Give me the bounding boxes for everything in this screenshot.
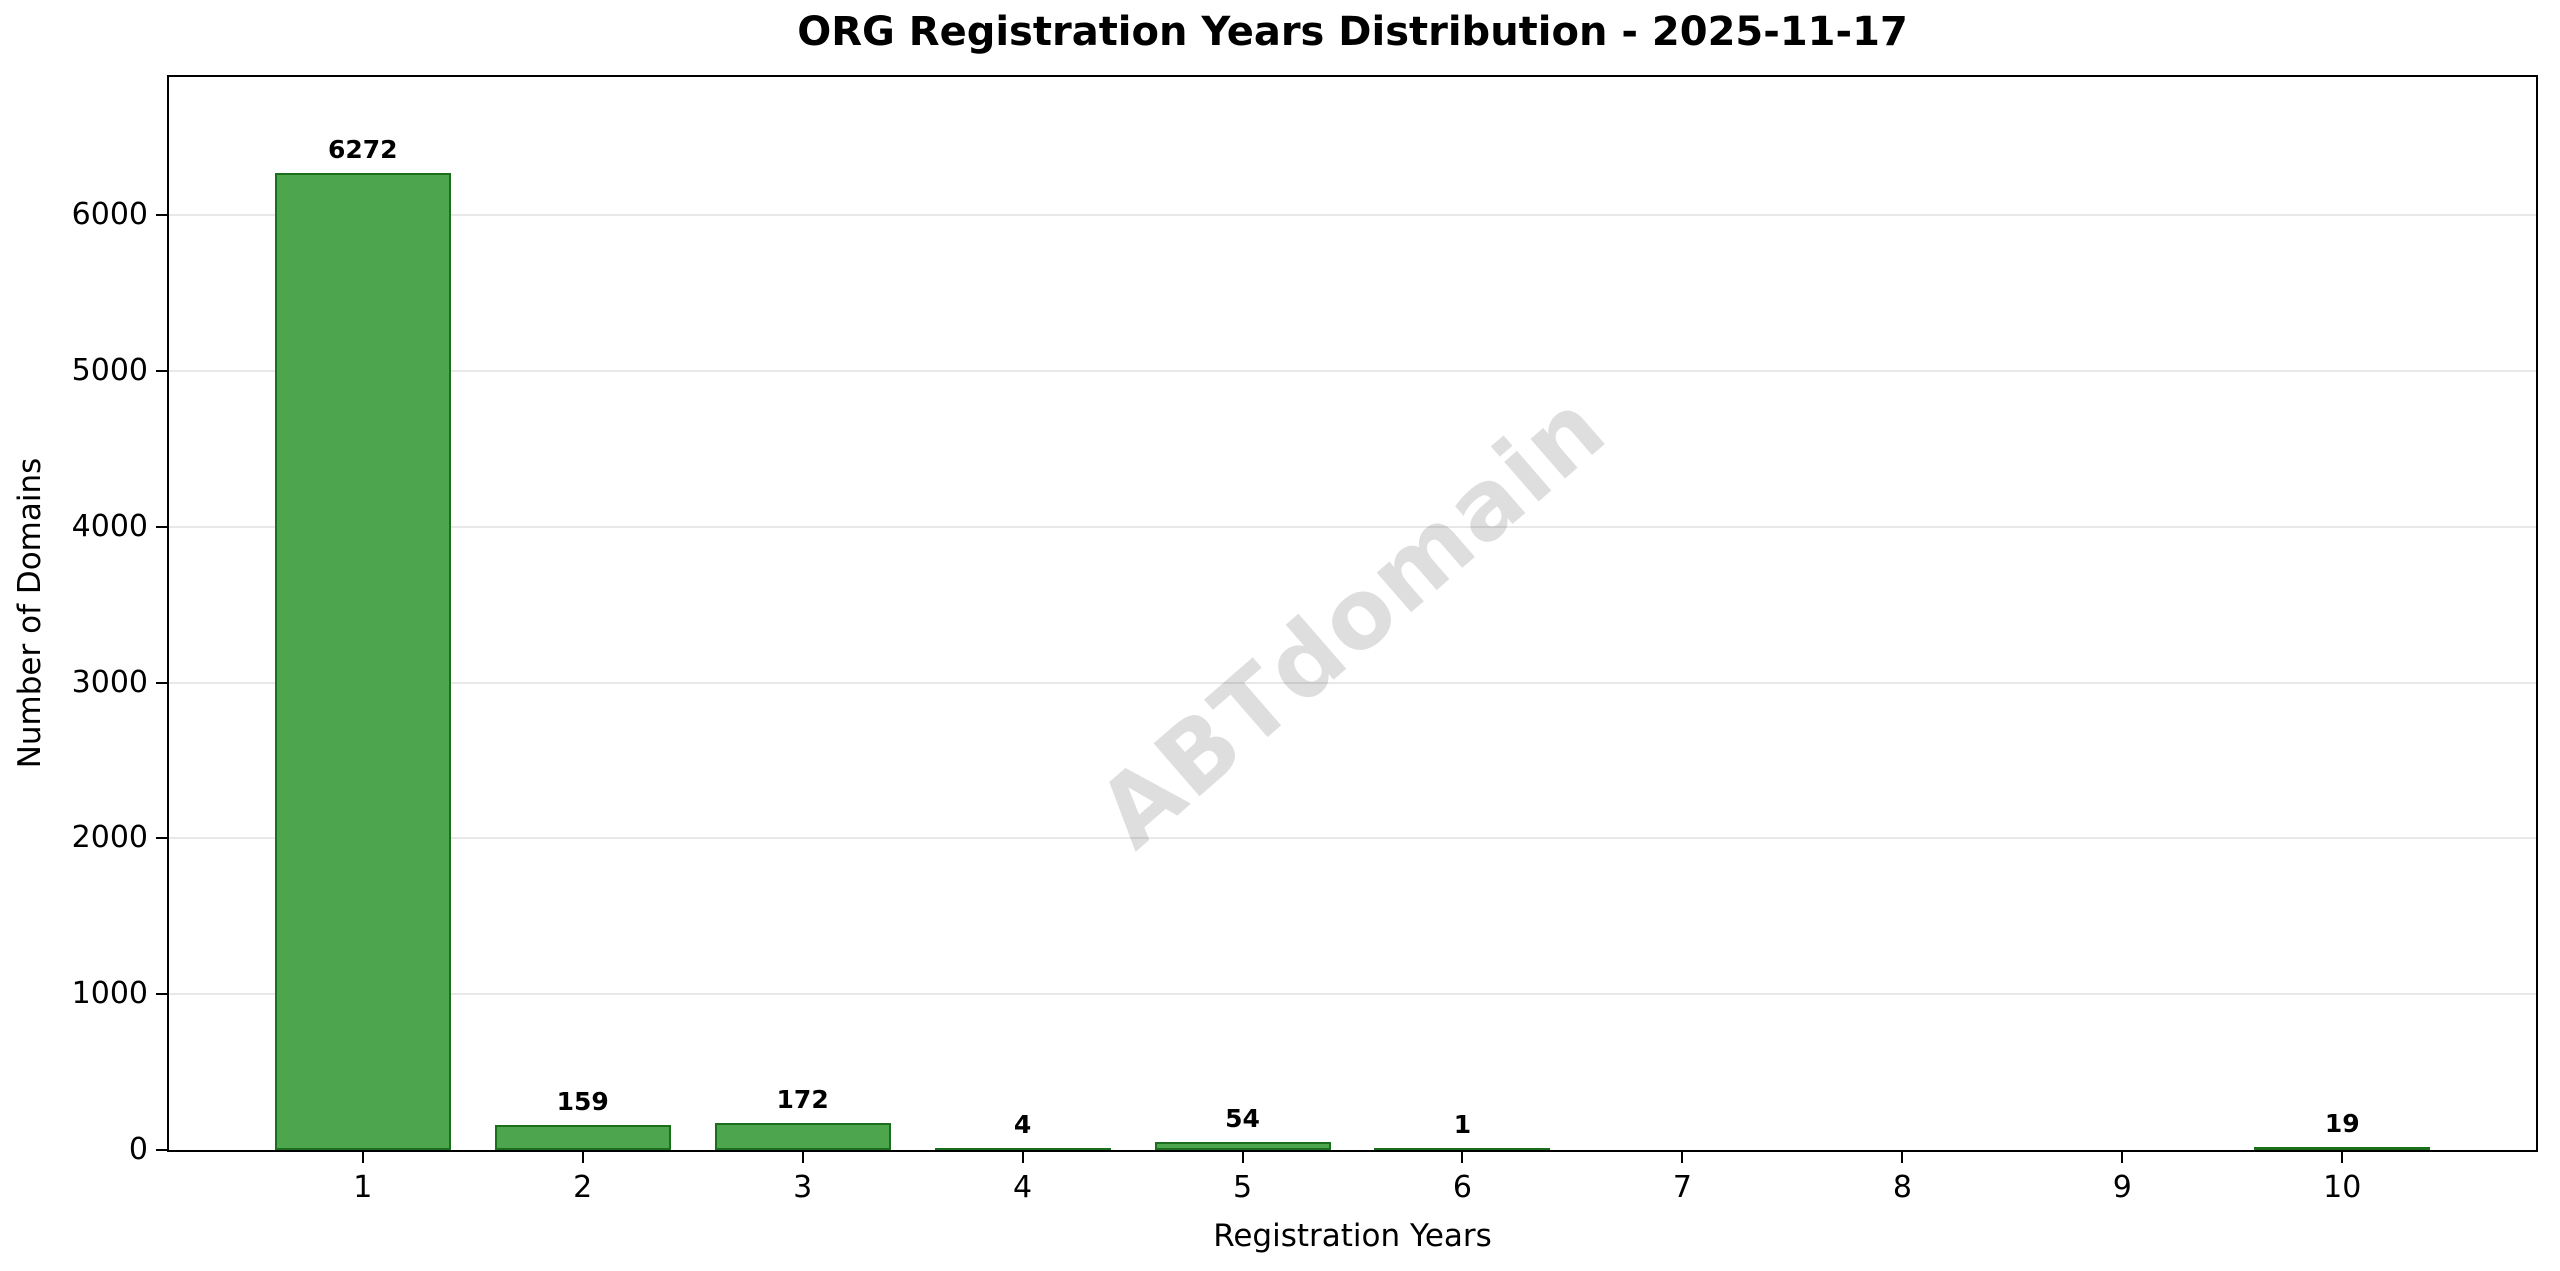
x-tick-mark	[581, 1152, 584, 1163]
y-tick-mark	[156, 681, 167, 684]
x-tick-label: 6	[1452, 1170, 1473, 1205]
gridline	[169, 214, 2536, 217]
y-tick-label: 6000	[71, 197, 148, 233]
bar-value-label: 172	[776, 1085, 829, 1115]
x-tick-mark	[1681, 1152, 1684, 1163]
bar	[274, 172, 451, 1150]
y-tick-mark	[156, 370, 167, 372]
bar-value-label: 19	[2324, 1109, 2360, 1139]
x-tick-mark	[2121, 1152, 2124, 1163]
y-axis-label: Number of Domains	[12, 457, 48, 769]
x-tick-mark	[1901, 1152, 1904, 1163]
bar-value-label: 159	[556, 1087, 609, 1117]
bar	[934, 1148, 1111, 1150]
x-tick-label: 9	[2112, 1170, 2132, 1205]
x-tick-label: 3	[793, 1170, 813, 1205]
bar-value-label: 54	[1225, 1103, 1260, 1133]
bar	[1374, 1148, 1551, 1150]
chart-title: ORG Registration Years Distribution - 20…	[797, 9, 1908, 55]
bar	[494, 1125, 671, 1150]
bar-value-label: 6272	[327, 134, 398, 164]
gridline	[169, 837, 2536, 840]
x-tick-mark	[361, 1152, 364, 1163]
gridline	[169, 993, 2536, 996]
x-tick-label: 10	[2323, 1170, 2362, 1205]
gridline	[169, 681, 2536, 684]
x-tick-label: 4	[1013, 1170, 1033, 1205]
x-tick-label: 2	[573, 1170, 593, 1205]
bar-value-label: 4	[1013, 1110, 1032, 1139]
x-tick-mark	[1021, 1152, 1024, 1163]
x-tick-label: 8	[1892, 1170, 1912, 1205]
watermark: ABTdomain	[1076, 370, 1628, 870]
bar-value-label: 1	[1453, 1110, 1472, 1139]
bar	[2254, 1147, 2431, 1150]
x-axis-label: Registration Years	[1213, 1218, 1492, 1254]
x-tick-label: 7	[1672, 1170, 1692, 1205]
x-tick-mark	[1241, 1152, 1244, 1163]
y-tick-label: 4000	[71, 508, 148, 544]
x-tick-mark	[801, 1152, 804, 1163]
y-tick-label: 3000	[71, 664, 148, 700]
y-tick-label: 0	[128, 1132, 148, 1167]
plot-area: ABTdomain	[167, 75, 2538, 1152]
bar	[1154, 1141, 1331, 1150]
x-tick-label: 5	[1232, 1170, 1253, 1205]
y-tick-label: 2000	[71, 820, 148, 856]
gridline	[169, 370, 2536, 373]
y-tick-mark	[156, 214, 167, 217]
y-tick-label: 1000	[71, 976, 148, 1012]
y-tick-mark	[156, 525, 167, 528]
x-tick-mark	[1461, 1152, 1464, 1163]
y-tick-mark	[156, 837, 167, 840]
y-tick-mark	[156, 1149, 167, 1151]
bar	[714, 1123, 891, 1150]
y-tick-label: 5000	[71, 353, 148, 388]
y-tick-mark	[156, 993, 167, 996]
gridline	[169, 525, 2536, 528]
x-tick-mark	[2341, 1152, 2344, 1163]
x-tick-label: 1	[353, 1170, 373, 1205]
